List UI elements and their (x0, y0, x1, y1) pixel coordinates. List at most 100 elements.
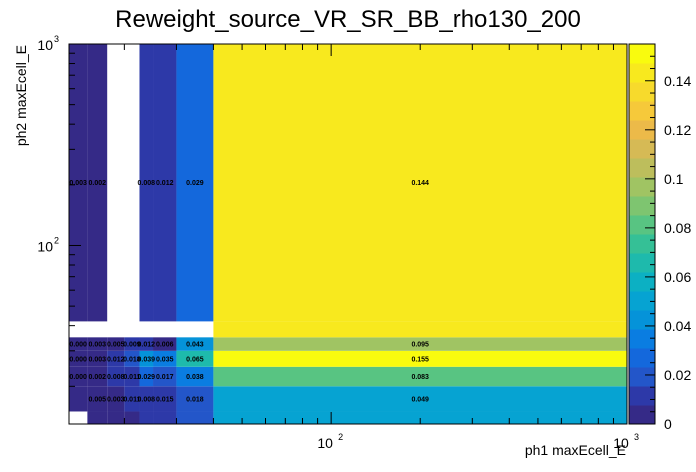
heatmap-cell (69, 366, 88, 387)
colorbar-segment (629, 386, 655, 406)
heatmap-cell (87, 44, 108, 322)
cell-label: 0.005 (89, 396, 107, 403)
cell-label: 0.006 (156, 342, 174, 349)
heatmap-cell (107, 411, 125, 424)
heatmap-cell (124, 366, 140, 387)
cell-label: 0.012 (156, 180, 174, 187)
heatmap-cell (153, 337, 177, 351)
heatmap-cell (153, 386, 177, 412)
heatmap-cell (153, 44, 177, 322)
cell-label: 0.017 (156, 374, 174, 381)
heatmap-cell (213, 350, 627, 367)
heatmap-cell (139, 44, 154, 322)
colorbar-segment (629, 291, 655, 311)
colorbar-segment (629, 215, 655, 235)
cell-label: 0.000 (69, 342, 87, 349)
x-tick-exponent: 2 (338, 432, 343, 442)
colorbar-segment (629, 82, 655, 102)
heatmap-cell (124, 337, 140, 351)
colorbar-tick-label: 0 (664, 416, 672, 432)
heatmap-cell (87, 350, 108, 367)
x-tick-label: 10 (317, 435, 333, 451)
heatmap-cell (139, 350, 154, 367)
cell-label: 0.003 (89, 356, 107, 363)
cell-label: 0.018 (186, 396, 204, 403)
cell-label: 0.155 (411, 356, 429, 363)
chart-title: Reweight_source_VR_SR_BB_rho130_200 (115, 6, 581, 33)
colorbar-tick-label: 0.14 (664, 73, 691, 89)
cell-label: 0.049 (411, 396, 429, 403)
colorbar-segment (629, 44, 655, 64)
heatmap-cell (176, 44, 214, 322)
cell-label: 0.035 (156, 356, 174, 363)
colorbar-tick-label: 0.1 (664, 171, 684, 187)
colorbar-tick-label: 0.12 (664, 122, 691, 138)
heatmap-cell (213, 411, 627, 424)
cell-label: 0.065 (186, 356, 204, 363)
heatmap-cell (139, 337, 154, 351)
heatmap-cell (87, 411, 108, 424)
colorbar: 0 0.02 0.04 0.06 0.08 0.1 0.12 0.14 (628, 43, 691, 432)
colorbar-tick-label: 0.08 (664, 220, 691, 236)
heatmap-cell (69, 350, 88, 367)
heatmap-cell (139, 386, 154, 412)
y-tick-label: 10 (37, 238, 53, 254)
cell-value-labels: 0.0000.0000.0000.0030.0050.0020.0030.003… (69, 180, 429, 403)
x-tick-label: 10 (613, 435, 629, 451)
heatmap-cell (87, 337, 108, 351)
heatmap-cell (69, 337, 88, 351)
y-tick-exponent: 2 (54, 235, 59, 245)
cell-label: 0.043 (186, 342, 204, 349)
colorbar-tick-label: 0.02 (664, 367, 691, 383)
cell-label: 0.012 (107, 356, 125, 363)
colorbar-segment (629, 101, 655, 121)
heatmap-cells (69, 44, 627, 424)
cell-label: 0.095 (411, 342, 429, 349)
cell-label: 0.083 (411, 374, 429, 381)
heatmap-cell (69, 44, 88, 322)
cell-label: 0.039 (137, 356, 155, 363)
colorbar-segment (629, 120, 655, 140)
heatmap-cell (213, 366, 627, 387)
heatmap-cell (107, 366, 125, 387)
y-tick-exponent: 3 (54, 34, 59, 44)
cell-label: 0.012 (137, 342, 155, 349)
cell-label: 0.005 (107, 342, 125, 349)
plot-frame (68, 43, 628, 425)
heatmap-cell (213, 44, 627, 322)
heatmap-cell (176, 386, 214, 412)
heatmap-cell (176, 366, 214, 387)
cell-label: 0.015 (156, 396, 174, 403)
cell-label: 0.144 (411, 180, 429, 187)
heatmap-cell (213, 337, 627, 351)
heatmap-cell (176, 337, 214, 351)
cell-label: 0.009 (123, 342, 141, 349)
cell-label: 0.008 (137, 180, 155, 187)
cell-label: 0.003 (107, 396, 125, 403)
colorbar-tick-label: 0.04 (664, 318, 691, 334)
x-tick-exponent: 3 (634, 432, 639, 442)
heatmap-cell (153, 350, 177, 367)
cell-label: 0.003 (89, 342, 107, 349)
heatmap-cell (213, 321, 627, 338)
heatmap-cell (213, 386, 627, 412)
cell-label: 0.000 (69, 374, 87, 381)
heatmap-cell (153, 366, 177, 387)
cell-label: 0.011 (123, 396, 140, 403)
heatmap-cell (87, 386, 108, 412)
heatmap-cell (107, 337, 125, 351)
x-axis-label: ph1 maxEcell_E (525, 442, 626, 458)
heatmap-cell (153, 411, 177, 424)
colorbar-segment (629, 405, 655, 425)
colorbar-tick-label: 0.06 (664, 269, 691, 285)
colorbar-segment (629, 367, 655, 387)
colorbar-frame (628, 43, 656, 425)
colorbar-segment (629, 63, 655, 83)
y-axis-label: ph2 maxEcell_E (13, 45, 29, 146)
heatmap-cell (87, 366, 108, 387)
colorbar-segment (629, 158, 655, 178)
heatmap-cell (107, 386, 125, 412)
colorbar-segment (629, 234, 655, 254)
